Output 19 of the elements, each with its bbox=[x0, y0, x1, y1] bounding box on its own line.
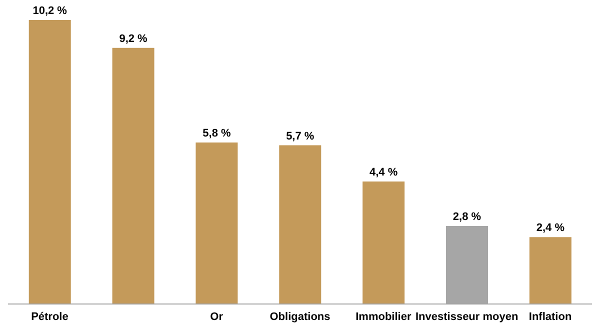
data-label: 5,8 % bbox=[202, 128, 231, 140]
x-tick-label: Investisseur moyen bbox=[416, 310, 518, 323]
data-label: 2,4 % bbox=[536, 222, 565, 234]
data-label: 5,7 % bbox=[286, 130, 314, 142]
x-tick-label: Pétrole bbox=[31, 310, 68, 323]
bar bbox=[529, 237, 572, 304]
data-label: 9,2 % bbox=[119, 32, 148, 45]
bar bbox=[28, 20, 71, 304]
x-tick-label: Immobilier bbox=[356, 310, 412, 323]
data-label: 10,2 % bbox=[32, 5, 68, 17]
data-label: 2,8 % bbox=[452, 211, 482, 224]
x-tick-label: Or bbox=[210, 310, 224, 323]
bar bbox=[362, 181, 405, 304]
x-tick-label: Inflation bbox=[528, 310, 572, 323]
x-tick-label: Obligations bbox=[270, 310, 330, 323]
data-label: 4,4 % bbox=[370, 166, 398, 178]
bar bbox=[279, 145, 322, 304]
bar bbox=[196, 142, 238, 304]
bar bbox=[112, 48, 154, 304]
